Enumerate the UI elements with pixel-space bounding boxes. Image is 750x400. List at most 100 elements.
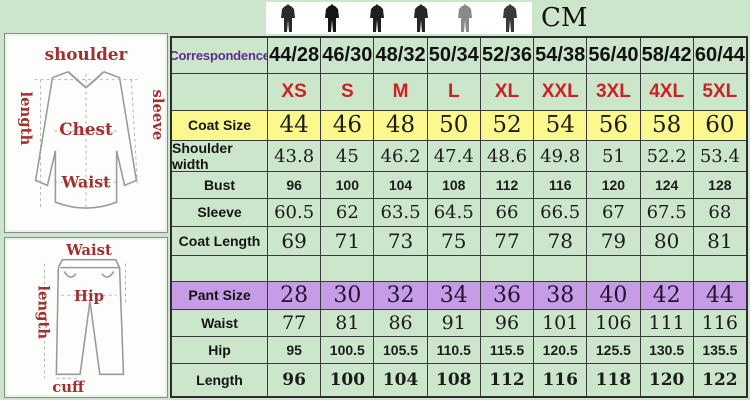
suit-icon (369, 4, 384, 32)
table-cell-hip-8: 135.5 (693, 337, 746, 364)
table-cell-correspondence-2: 48/32 (374, 38, 428, 75)
table-cell-correspondence-5: 54/38 (534, 38, 588, 75)
table-cell-shoulder-width-3: 47.4 (427, 141, 481, 173)
table-cell-sizes-6: 3XL (587, 74, 641, 111)
unit-label: CM (541, 3, 588, 33)
table-cell-shoulder-width-6: 51 (587, 141, 641, 173)
table-cell-coat-length-2: 73 (374, 227, 428, 256)
table-cell-pant-size-3: 34 (427, 282, 481, 310)
table-cell-sleeve-3: 64.5 (427, 198, 481, 228)
table-cell-bust-1: 100 (321, 172, 375, 199)
table-cell-coat-size-8: 60 (693, 110, 746, 142)
row-label-sleeve: Sleeve (172, 198, 268, 228)
table-row-spacer (172, 255, 746, 283)
row-label-pant-size: Pant Size (172, 282, 268, 310)
table-cell-correspondence-6: 56/40 (587, 38, 641, 75)
table-cell-shoulder-width-1: 45 (321, 141, 375, 173)
table-cell-coat-size-7: 58 (640, 110, 694, 142)
suit-photos-strip (266, 2, 532, 34)
table-cell-spacer-5 (534, 255, 588, 283)
jacket-sketch: shoulder length sleeve Chest Waist (17, 44, 166, 211)
table-cell-bust-5: 116 (534, 172, 588, 199)
table-cell-shoulder-width-5: 49.8 (534, 141, 588, 173)
table-row-sleeve: Sleeve 60.5 62 63.5 64.5 66 66.5 67 67.5 68 (172, 198, 746, 228)
table-cell-sizes-2: M (374, 74, 428, 111)
table-cell-coat-length-3: 75 (427, 227, 481, 256)
table-row-sizes: XS S M L XL XXL 3XL 4XL 5XL (172, 74, 746, 111)
suit-icon (281, 4, 296, 32)
table-cell-sizes-8: 5XL (693, 74, 746, 111)
table-cell-sleeve-5: 66.5 (534, 198, 588, 228)
table-cell-waist-5: 101 (534, 309, 588, 338)
table-cell-length-1: 100 (321, 363, 375, 397)
table-cell-sizes-4: XL (480, 74, 535, 111)
table-cell-pant-size-0: 28 (268, 282, 322, 310)
jacket-waist-label: Waist (61, 172, 111, 191)
table-cell-pant-size-1: 30 (321, 282, 375, 310)
table-cell-coat-length-6: 79 (587, 227, 641, 256)
table-cell-bust-8: 128 (693, 172, 746, 199)
table-cell-shoulder-width-4: 48.6 (480, 141, 535, 173)
table-cell-correspondence-0: 44/28 (268, 38, 322, 75)
suit-icon (458, 4, 473, 32)
row-label-waist: Waist (172, 309, 268, 338)
table-cell-waist-4: 96 (480, 309, 535, 338)
table-cell-length-7: 120 (641, 363, 694, 397)
row-label-shoulder-width: Shoulder width (172, 141, 268, 173)
table-cell-sleeve-6: 67 (587, 198, 641, 228)
jacket-sleeve-label: sleeve (149, 90, 166, 141)
pants-sketch: Waist length Hip cuff (35, 242, 126, 396)
table-cell-waist-7: 111 (640, 309, 694, 338)
table-cell-sleeve-1: 62 (321, 198, 375, 228)
table-row-bust: Bust 96 100 104 108 112 116 120 124 128 (172, 172, 746, 199)
table-cell-bust-4: 112 (480, 172, 535, 199)
table-cell-coat-size-3: 50 (427, 110, 481, 142)
table-row-waist: Waist 77 81 86 91 96 101 106 111 116 (172, 309, 746, 338)
table-cell-sizes-3: L (427, 74, 481, 111)
table-cell-sizes-7: 4XL (640, 74, 694, 111)
table-cell-sizes-5: XXL (534, 74, 588, 111)
table-cell-hip-2: 105.5 (374, 337, 428, 364)
table-cell-sleeve-7: 67.5 (640, 198, 694, 228)
row-label-spacer (172, 255, 268, 283)
row-label-hip: Hip (172, 337, 268, 364)
table-cell-correspondence-7: 58/42 (640, 38, 694, 75)
table-cell-length-5: 116 (534, 363, 588, 397)
jacket-chest-label: Chest (59, 119, 113, 139)
table-cell-sleeve-2: 63.5 (374, 198, 428, 228)
table-cell-spacer-2 (374, 255, 428, 283)
table-cell-coat-size-2: 48 (374, 110, 428, 142)
table-cell-coat-size-6: 56 (587, 110, 641, 142)
table-cell-hip-6: 125.5 (587, 337, 641, 364)
table-cell-bust-0: 96 (268, 172, 322, 199)
table-cell-sleeve-4: 66 (480, 198, 535, 228)
row-label-coat-length: Coat Length (172, 227, 268, 256)
row-label-correspondence: Correspondence (172, 38, 268, 75)
table-cell-bust-6: 120 (587, 172, 641, 199)
table-cell-length-3: 108 (428, 363, 481, 397)
table-cell-length-8: 122 (702, 369, 738, 390)
table-cell-sizes-0: XS (268, 74, 322, 111)
table-cell-coat-length-1: 71 (321, 227, 375, 256)
table-cell-pant-size-8: 44 (693, 282, 746, 310)
size-table: Correspondence 44/28 46/30 48/32 50/34 52/36 5… (170, 36, 748, 398)
table-cell-shoulder-width-2: 46.2 (374, 141, 428, 173)
table-cell-coat-length-5: 78 (534, 227, 588, 256)
table-cell-coat-length-0: 69 (268, 227, 322, 256)
table-cell-pant-size-2: 32 (374, 282, 428, 310)
table-cell-sizes-1: S (321, 74, 375, 111)
table-cell-spacer-3 (427, 255, 481, 283)
table-cell-correspondence-1: 46/30 (321, 38, 375, 75)
table-cell-spacer-7 (640, 255, 694, 283)
row-label-coat-size: Coat Size (172, 110, 268, 142)
row-label-bust: Bust (172, 172, 268, 199)
table-cell-hip-0: 95 (268, 337, 322, 364)
table-cell-coat-length-4: 77 (480, 227, 535, 256)
table-cell-hip-3: 110.5 (427, 337, 481, 364)
jacket-length-label: length (17, 92, 34, 146)
row-label-length: Length (172, 363, 268, 397)
table-cell-coat-size-1: 46 (321, 110, 375, 142)
pants-hip-label: Hip (74, 288, 104, 305)
table-cell-hip-7: 130.5 (640, 337, 694, 364)
